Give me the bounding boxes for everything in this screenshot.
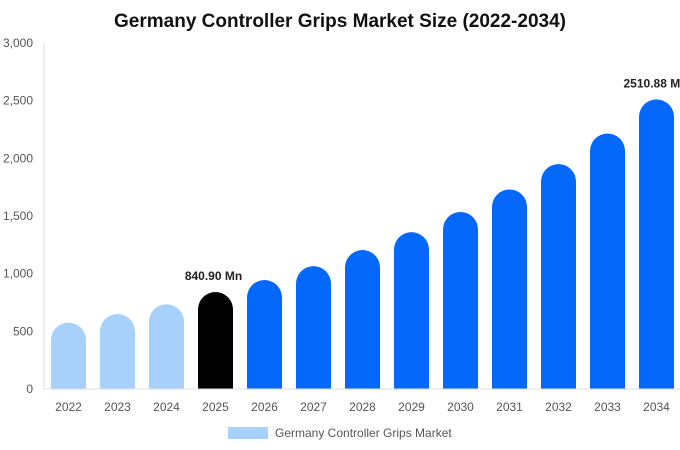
x-axis: 2022 2023 2024 2025 2026 2027 2028 2029 2030 2031… — [44, 388, 680, 414]
x-tick-label: 2034 — [643, 400, 670, 414]
bar-2026[interactable] — [247, 280, 282, 389]
bar-2034[interactable] — [639, 99, 674, 389]
bar-2024[interactable] — [149, 304, 184, 389]
x-tick-label: 2033 — [594, 400, 621, 414]
data-label: 840.90 Mn — [185, 269, 242, 283]
legend[interactable]: Germany Controller Grips Market — [228, 426, 452, 440]
bar-2030[interactable] — [443, 211, 478, 389]
bar-2025[interactable] — [198, 292, 233, 389]
legend-label: Germany Controller Grips Market — [275, 426, 452, 440]
x-tick-label: 2031 — [496, 400, 523, 414]
bar-2032[interactable] — [541, 164, 576, 389]
y-tick-label: 2,000 — [3, 151, 33, 165]
y-tick-label: 3,000 — [3, 36, 33, 50]
y-tick-label: 500 — [13, 324, 33, 338]
data-label: 2510.88 Mn — [624, 76, 680, 90]
bar-2031[interactable] — [492, 189, 527, 389]
x-tick-label: 2026 — [251, 400, 278, 414]
y-tick-label: 1,000 — [3, 267, 33, 281]
chart-title: Germany Controller Grips Market Size (20… — [114, 11, 566, 32]
x-tick-label: 2022 — [55, 400, 82, 414]
data-labels: 840.90 Mn 2510.88 Mn — [185, 76, 680, 283]
bar-2022[interactable] — [51, 322, 86, 389]
x-tick-label: 2032 — [545, 400, 572, 414]
bar-2028[interactable] — [345, 250, 380, 389]
bar-2029[interactable] — [394, 232, 429, 389]
x-tick-label: 2025 — [202, 400, 229, 414]
x-tick-label: 2030 — [447, 400, 474, 414]
y-axis: 0 500 1,000 1,500 2,000 2,500 3,000 — [3, 36, 45, 396]
x-tick-label: 2023 — [104, 400, 131, 414]
x-tick-label: 2024 — [153, 400, 180, 414]
bars — [51, 99, 674, 389]
legend-swatch — [228, 427, 268, 439]
bar-2027[interactable] — [296, 266, 331, 389]
x-tick-label: 2028 — [349, 400, 376, 414]
y-tick-label: 0 — [26, 382, 33, 396]
y-tick-label: 2,500 — [3, 94, 33, 108]
bar-2023[interactable] — [100, 314, 135, 389]
bar-2033[interactable] — [590, 133, 625, 389]
x-tick-label: 2029 — [398, 400, 425, 414]
y-tick-label: 1,500 — [3, 209, 33, 223]
x-tick-label: 2027 — [300, 400, 327, 414]
